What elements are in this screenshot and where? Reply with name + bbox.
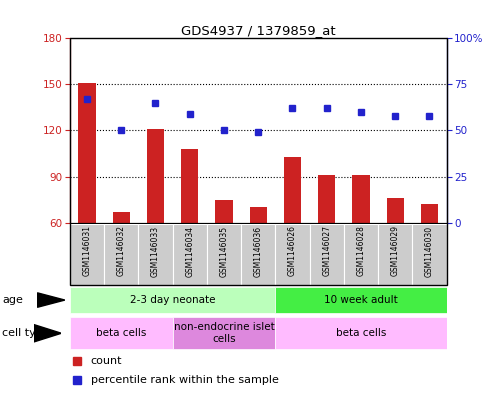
Text: percentile rank within the sample: percentile rank within the sample bbox=[91, 375, 278, 385]
Text: cell type: cell type bbox=[2, 328, 50, 338]
Bar bbox=[70, 287, 275, 313]
Text: GSM1146034: GSM1146034 bbox=[185, 226, 194, 277]
Text: count: count bbox=[91, 356, 122, 366]
Bar bbox=[309, 224, 344, 285]
Bar bbox=[378, 224, 412, 285]
Bar bbox=[113, 212, 130, 223]
Text: GSM1146031: GSM1146031 bbox=[82, 226, 91, 276]
Bar bbox=[147, 129, 164, 223]
Bar bbox=[275, 287, 447, 313]
Text: GSM1146030: GSM1146030 bbox=[425, 226, 434, 277]
Bar bbox=[173, 318, 275, 349]
Bar bbox=[250, 208, 267, 223]
Polygon shape bbox=[34, 325, 61, 342]
Bar bbox=[104, 224, 138, 285]
Bar bbox=[387, 198, 404, 223]
Text: 10 week adult: 10 week adult bbox=[324, 295, 398, 305]
Bar bbox=[284, 157, 301, 223]
Text: GSM1146026: GSM1146026 bbox=[288, 226, 297, 276]
Text: GSM1146033: GSM1146033 bbox=[151, 226, 160, 277]
Bar bbox=[352, 175, 370, 223]
Text: 2-3 day neonate: 2-3 day neonate bbox=[130, 295, 216, 305]
Bar bbox=[173, 224, 207, 285]
Bar bbox=[412, 224, 447, 285]
Bar bbox=[78, 83, 95, 223]
Bar bbox=[421, 204, 438, 223]
Title: GDS4937 / 1379859_at: GDS4937 / 1379859_at bbox=[181, 24, 335, 37]
Bar bbox=[275, 318, 447, 349]
Text: beta cells: beta cells bbox=[96, 328, 146, 338]
Bar bbox=[318, 175, 335, 223]
Text: GSM1146029: GSM1146029 bbox=[391, 226, 400, 276]
Text: beta cells: beta cells bbox=[336, 328, 386, 338]
Bar bbox=[344, 224, 378, 285]
Bar bbox=[275, 224, 309, 285]
Bar bbox=[138, 224, 173, 285]
Polygon shape bbox=[37, 293, 65, 307]
Bar bbox=[216, 200, 233, 223]
Text: GSM1146036: GSM1146036 bbox=[253, 226, 263, 277]
Text: GSM1146032: GSM1146032 bbox=[117, 226, 126, 276]
Text: non-endocrine islet
cells: non-endocrine islet cells bbox=[174, 323, 274, 344]
Text: GSM1146027: GSM1146027 bbox=[322, 226, 331, 276]
Bar bbox=[181, 149, 198, 223]
Bar bbox=[241, 224, 275, 285]
Text: GSM1146028: GSM1146028 bbox=[356, 226, 365, 276]
Text: GSM1146035: GSM1146035 bbox=[220, 226, 229, 277]
Bar bbox=[70, 224, 104, 285]
Bar bbox=[70, 318, 173, 349]
Bar bbox=[207, 224, 241, 285]
Text: age: age bbox=[2, 295, 23, 305]
